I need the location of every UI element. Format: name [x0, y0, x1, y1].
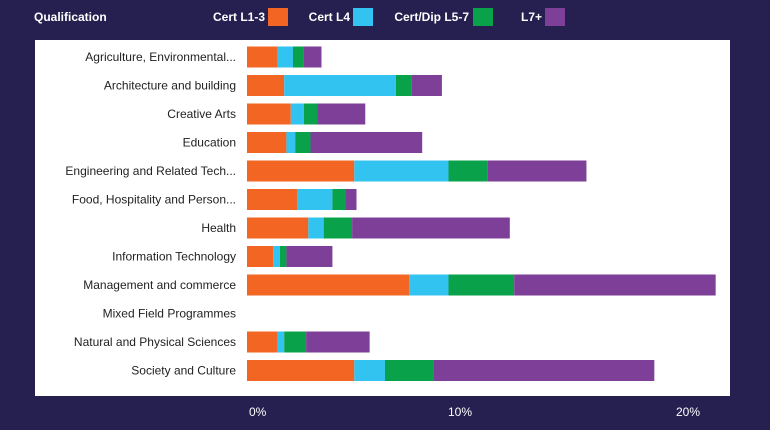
category-label: Management and commerce [83, 278, 236, 292]
category-label: Mixed Field Programmes [103, 307, 236, 321]
bar-segment[interactable] [286, 246, 333, 267]
bar-segment[interactable] [448, 274, 515, 296]
legend-swatch [473, 8, 493, 26]
bar-segment[interactable] [292, 46, 304, 68]
bar-segment[interactable] [279, 246, 287, 267]
x-tick-label: 0% [249, 405, 267, 419]
bar-segment[interactable] [247, 331, 278, 353]
legend-label: L7+ [520, 10, 542, 24]
bar-segment[interactable] [277, 331, 285, 353]
bar-segment[interactable] [332, 189, 346, 210]
bar-segment[interactable] [247, 132, 287, 153]
bar-segment[interactable] [384, 360, 434, 381]
category-label: Information Technology [112, 250, 236, 264]
bar-segment[interactable] [310, 132, 423, 153]
bar-segment[interactable] [411, 75, 442, 96]
category-label: Health [201, 221, 236, 235]
bar-segment[interactable] [448, 160, 488, 182]
bar-segment[interactable] [433, 360, 655, 381]
legend-title: Qualification [34, 10, 107, 24]
bar-segment[interactable] [277, 46, 293, 68]
bar-segment[interactable] [323, 217, 353, 239]
bar-segment[interactable] [303, 103, 318, 125]
bar-segment[interactable] [354, 360, 385, 381]
bar-segment[interactable] [308, 217, 324, 239]
bar-segment[interactable] [295, 132, 311, 153]
bar-segment[interactable] [247, 160, 355, 182]
legend-label: Cert L4 [308, 10, 350, 24]
legend-swatch [353, 8, 373, 26]
legend-label: Cert/Dip L5-7 [394, 10, 469, 24]
category-label: Natural and Physical Sciences [74, 335, 236, 349]
bar-segment[interactable] [284, 331, 307, 353]
bar-segment[interactable] [247, 189, 298, 210]
category-label: Society and Culture [131, 364, 236, 378]
x-tick-label: 20% [676, 405, 701, 419]
category-label: Engineering and Related Tech... [65, 164, 236, 178]
x-tick-label: 10% [448, 405, 473, 419]
bar-segment[interactable] [284, 75, 396, 96]
bar-segment[interactable] [286, 132, 296, 153]
bar-segment[interactable] [247, 217, 309, 239]
bar-segment[interactable] [247, 360, 355, 381]
bar-segment[interactable] [290, 103, 304, 125]
bar-segment[interactable] [247, 274, 410, 296]
bar-segment[interactable] [247, 46, 278, 68]
legend-swatch [545, 8, 565, 26]
bar-segment[interactable] [345, 189, 357, 210]
category-label: Architecture and building [104, 79, 236, 93]
bar-segment[interactable] [306, 331, 370, 353]
bar-segment[interactable] [247, 75, 285, 96]
bar-segment[interactable] [303, 46, 322, 68]
bar-segment[interactable] [395, 75, 412, 96]
category-label: Food, Hospitality and Person... [72, 193, 236, 207]
bar-segment[interactable] [297, 189, 333, 210]
bar-segment[interactable] [487, 160, 587, 182]
bar-segment[interactable] [247, 246, 274, 267]
category-label: Creative Arts [167, 107, 236, 121]
bar-segment[interactable] [514, 274, 716, 296]
bar-segment[interactable] [273, 246, 280, 267]
legend-swatch [268, 8, 288, 26]
category-label: Education [183, 136, 236, 150]
category-label: Agriculture, Environmental... [85, 50, 236, 64]
bar-segment[interactable] [354, 160, 449, 182]
bar-segment[interactable] [409, 274, 449, 296]
legend-label: Cert L1-3 [212, 10, 265, 24]
bar-segment[interactable] [317, 103, 366, 125]
bar-segment[interactable] [352, 217, 510, 239]
bar-segment[interactable] [247, 103, 291, 125]
